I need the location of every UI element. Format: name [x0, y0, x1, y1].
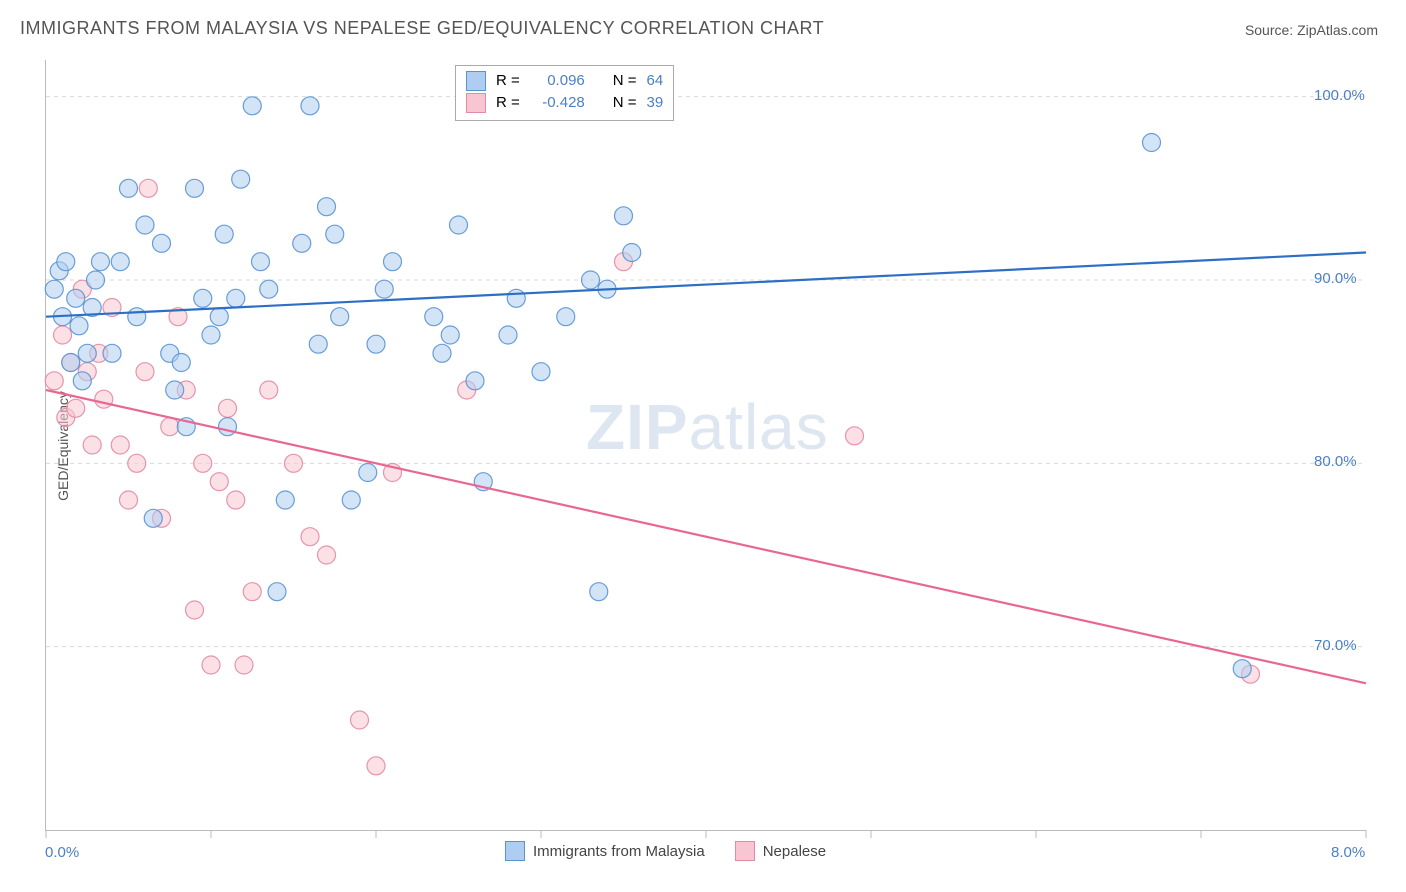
scatter-svg — [46, 60, 1366, 830]
legend-label-1: Immigrants from Malaysia — [533, 843, 705, 860]
n-label-1: N = — [613, 70, 637, 92]
legend-item-2: Nepalese — [735, 841, 826, 861]
y-tick-label: 80.0% — [1314, 453, 1384, 470]
legend-label-2: Nepalese — [763, 843, 826, 860]
y-tick-label: 70.0% — [1314, 637, 1384, 654]
chart-title: IMMIGRANTS FROM MALAYSIA VS NEPALESE GED… — [20, 18, 824, 39]
plot-area: ZIPatlas — [45, 60, 1366, 831]
r-label-2: R = — [496, 92, 520, 114]
n-label-2: N = — [613, 92, 637, 114]
swatch-series2 — [466, 93, 486, 113]
source-label: Source: ZipAtlas.com — [1245, 22, 1378, 38]
x-tick-label: 8.0% — [1331, 844, 1365, 861]
stat-legend-box: R = 0.096 N = 64 R = -0.428 N = 39 — [455, 65, 674, 121]
legend-swatch-2 — [735, 841, 755, 861]
r-value-1: 0.096 — [530, 70, 585, 92]
stat-row-2: R = -0.428 N = 39 — [466, 92, 663, 114]
n-value-1: 64 — [647, 70, 664, 92]
bottom-legend: Immigrants from Malaysia Nepalese — [505, 841, 826, 861]
r-value-2: -0.428 — [530, 92, 585, 114]
r-label-1: R = — [496, 70, 520, 92]
stat-row-1: R = 0.096 N = 64 — [466, 70, 663, 92]
legend-item-1: Immigrants from Malaysia — [505, 841, 705, 861]
x-tick-label: 0.0% — [45, 844, 79, 861]
swatch-series1 — [466, 71, 486, 91]
n-value-2: 39 — [647, 92, 664, 114]
y-tick-label: 90.0% — [1314, 270, 1384, 287]
legend-swatch-1 — [505, 841, 525, 861]
y-tick-label: 100.0% — [1314, 87, 1384, 104]
